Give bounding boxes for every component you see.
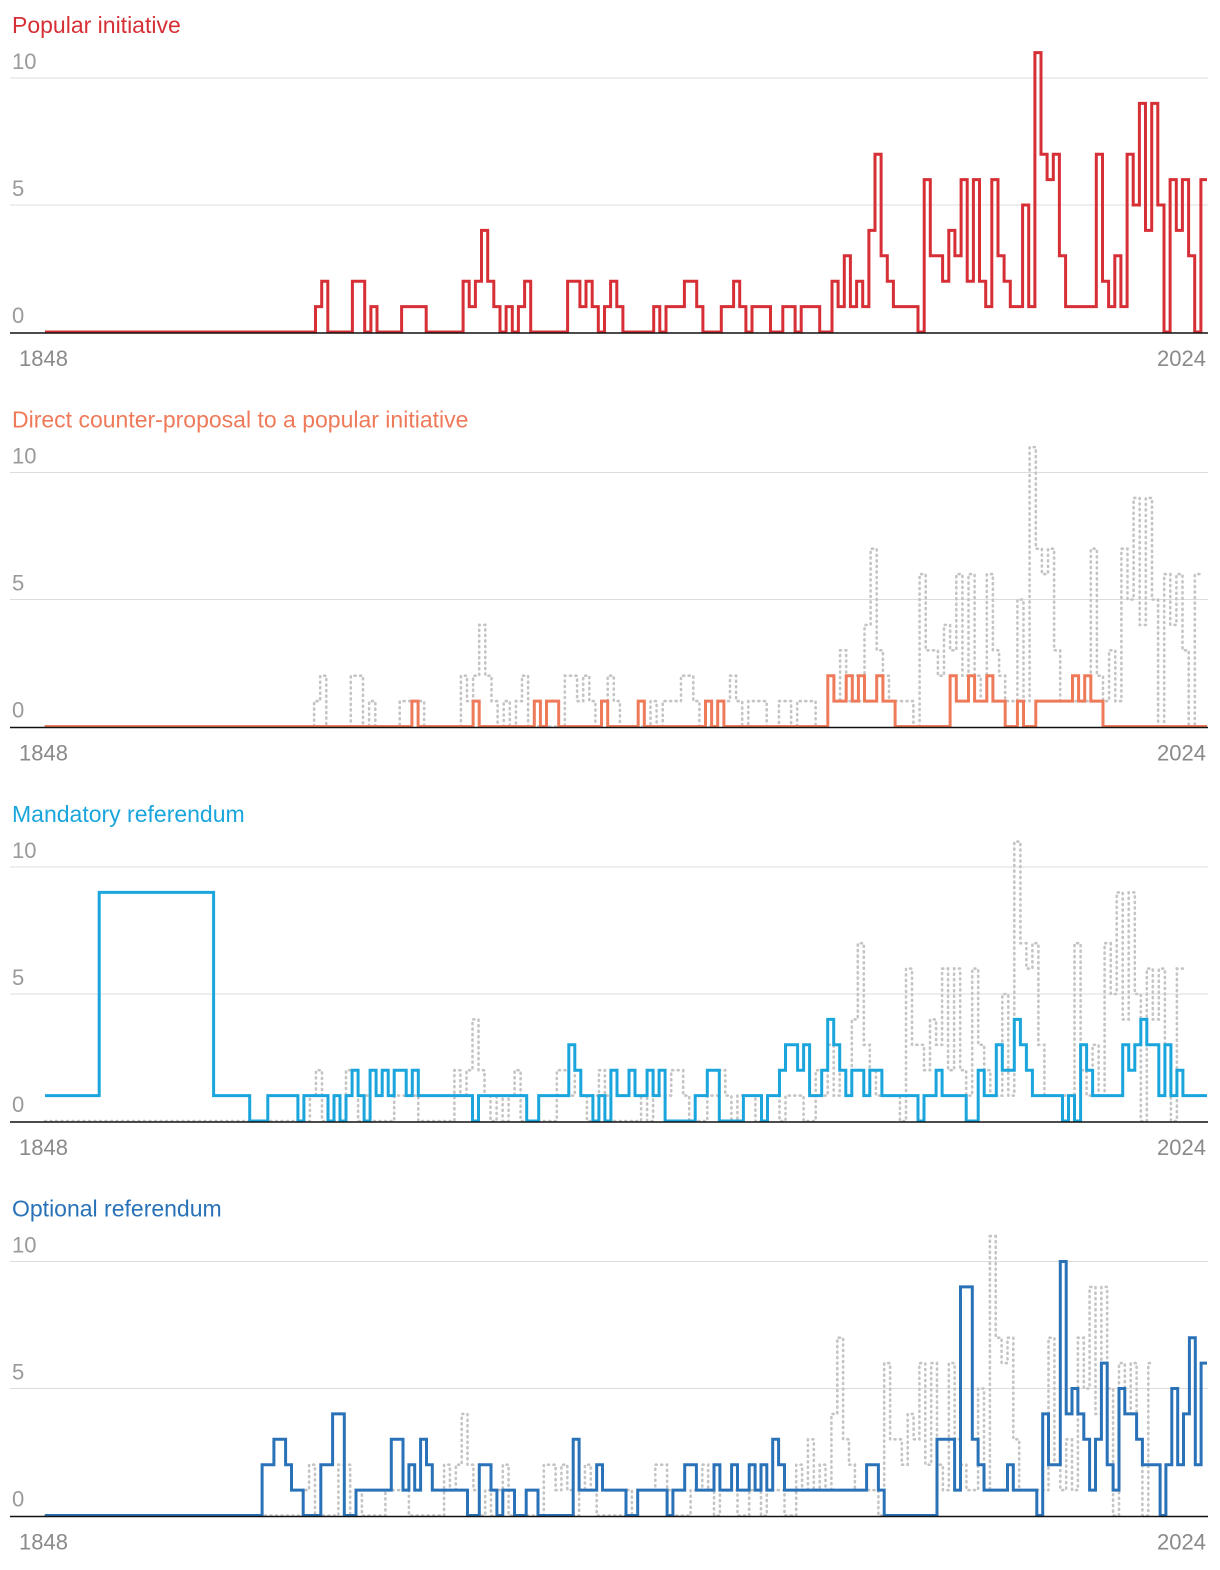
- panel-title: Popular initiative: [12, 12, 181, 38]
- panel-title: Optional referendum: [12, 1196, 222, 1222]
- x-tick-label: 2024: [1157, 741, 1206, 766]
- x-tick-label: 1848: [19, 1530, 68, 1555]
- y-tick-label: 5: [12, 176, 24, 201]
- series-line: [45, 674, 1207, 728]
- reference-series-line: [43, 840, 1185, 1123]
- y-tick-label: 10: [12, 444, 36, 469]
- reference-series-line: [43, 1234, 1156, 1517]
- x-tick-label: 2024: [1157, 1135, 1206, 1160]
- reference-series-line: [43, 445, 1203, 728]
- y-tick-label: 10: [12, 49, 36, 74]
- y-tick-label: 10: [12, 1233, 36, 1258]
- y-tick-label: 0: [12, 1487, 24, 1512]
- x-tick-label: 1848: [19, 741, 68, 766]
- x-tick-label: 1848: [19, 1135, 68, 1160]
- series-line: [45, 51, 1207, 334]
- y-tick-label: 0: [12, 303, 24, 328]
- series-line: [45, 890, 1207, 1123]
- x-tick-label: 1848: [19, 346, 68, 371]
- x-tick-label: 2024: [1157, 346, 1206, 371]
- y-tick-label: 0: [12, 1092, 24, 1117]
- y-tick-label: 5: [12, 1360, 24, 1385]
- y-tick-label: 5: [12, 965, 24, 990]
- panel-title: Mandatory referendum: [12, 801, 245, 827]
- x-tick-label: 2024: [1157, 1530, 1206, 1555]
- y-tick-label: 0: [12, 698, 24, 723]
- series-line: [45, 1260, 1207, 1517]
- panel-title: Direct counter-proposal to a popular ini…: [12, 407, 468, 433]
- y-tick-label: 10: [12, 838, 36, 863]
- y-tick-label: 5: [12, 571, 24, 596]
